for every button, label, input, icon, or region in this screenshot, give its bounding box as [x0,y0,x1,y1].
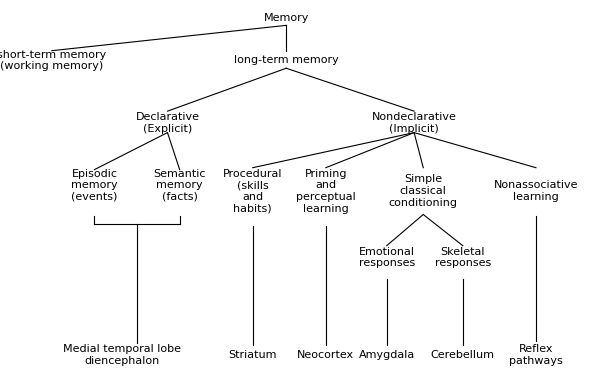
Text: Neocortex: Neocortex [297,350,354,360]
Text: Memory: Memory [264,12,309,23]
Text: Simple
classical
conditioning: Simple classical conditioning [389,174,458,208]
Text: Amygdala: Amygdala [359,350,415,360]
Text: short-term memory
(working memory): short-term memory (working memory) [0,50,107,71]
Text: Emotional
responses: Emotional responses [359,246,415,268]
Text: Nonassociative
learning: Nonassociative learning [494,180,578,202]
Text: Procedural
(skills
and
habits): Procedural (skills and habits) [223,169,283,213]
Text: Priming
and
perceptual
learning: Priming and perceptual learning [296,169,356,213]
Text: Striatum: Striatum [228,350,277,360]
Text: Nondeclarative
(Implicit): Nondeclarative (Implicit) [371,112,457,134]
Text: Medial temporal lobe
diencephalon: Medial temporal lobe diencephalon [63,344,181,366]
Text: long-term memory: long-term memory [234,55,339,66]
Text: Episodic
memory
(events): Episodic memory (events) [71,168,118,202]
Text: Skeletal
responses: Skeletal responses [435,246,491,268]
Text: Declarative
(Explicit): Declarative (Explicit) [135,112,200,134]
Text: Reflex
pathways: Reflex pathways [509,344,563,366]
Text: Semantic
memory
(facts): Semantic memory (facts) [153,168,206,202]
Text: Cerebellum: Cerebellum [431,350,495,360]
